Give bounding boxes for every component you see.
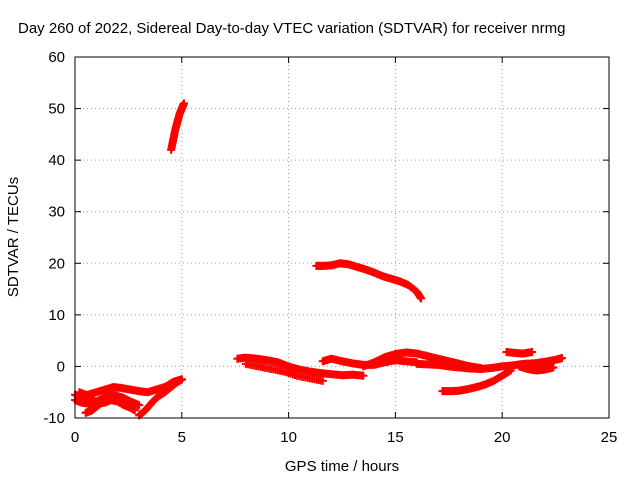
y-tick-label: 0 — [57, 358, 65, 375]
data-track — [312, 259, 426, 303]
data-point — [558, 354, 567, 363]
data-track — [438, 366, 515, 396]
data-point — [177, 375, 186, 384]
x-tick-label: 0 — [71, 429, 79, 446]
x-tick-label: 10 — [280, 429, 297, 446]
x-axis-label: GPS time / hours — [285, 458, 399, 475]
data-track — [359, 348, 485, 372]
data-track — [502, 347, 537, 358]
plot-frame — [74, 56, 610, 419]
data-point — [417, 294, 426, 303]
y-tick-label: -10 — [43, 410, 65, 427]
data-track — [167, 99, 188, 154]
y-tick-label: 30 — [48, 204, 65, 221]
y-tick-label: 20 — [48, 255, 65, 272]
data-point — [135, 401, 144, 410]
y-tick-label: 60 — [48, 49, 65, 66]
data-point — [179, 99, 188, 108]
data-point — [506, 366, 515, 375]
data-point — [107, 392, 116, 401]
y-tick-label: 40 — [48, 152, 65, 169]
data-track — [515, 362, 558, 375]
data-point — [318, 376, 327, 385]
data-track — [412, 354, 567, 374]
x-tick-label: 15 — [387, 429, 404, 446]
chart-title: Day 260 of 2022, Sidereal Day-to-day VTE… — [18, 20, 565, 37]
data-point — [549, 363, 558, 372]
data-points — [71, 99, 567, 420]
y-tick-label: 50 — [48, 101, 65, 118]
x-tick-label: 5 — [178, 429, 186, 446]
x-tick-label: 20 — [494, 429, 511, 446]
data-track — [233, 353, 368, 380]
data-point — [130, 406, 139, 415]
ticks: 0 5 10 15 20 25 -10 0 10 20 30 40 50 60 — [43, 49, 617, 446]
data-point — [528, 347, 537, 356]
data-track — [135, 375, 186, 420]
y-axis-label: SDTVAR / TECUs — [5, 177, 22, 297]
data-track — [81, 392, 116, 417]
data-point — [359, 371, 368, 380]
data-track — [241, 359, 327, 385]
y-tick-label: 10 — [48, 307, 65, 324]
x-tick-label: 25 — [601, 429, 618, 446]
